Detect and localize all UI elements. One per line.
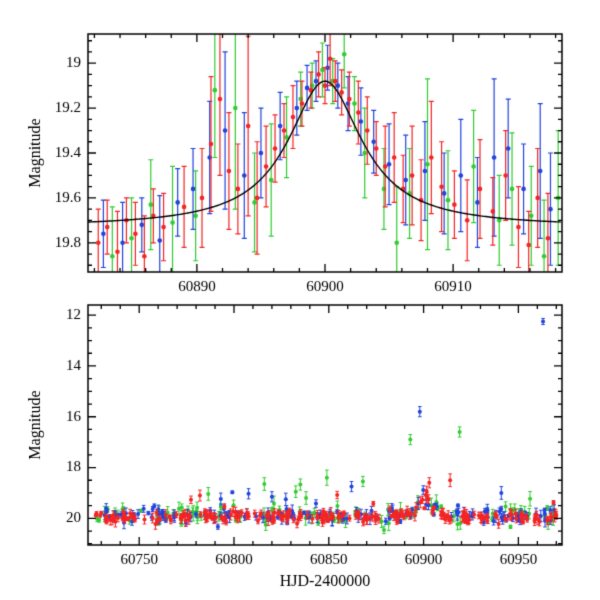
light-curve-canvas — [0, 0, 600, 600]
light-curve-figure — [0, 0, 600, 600]
